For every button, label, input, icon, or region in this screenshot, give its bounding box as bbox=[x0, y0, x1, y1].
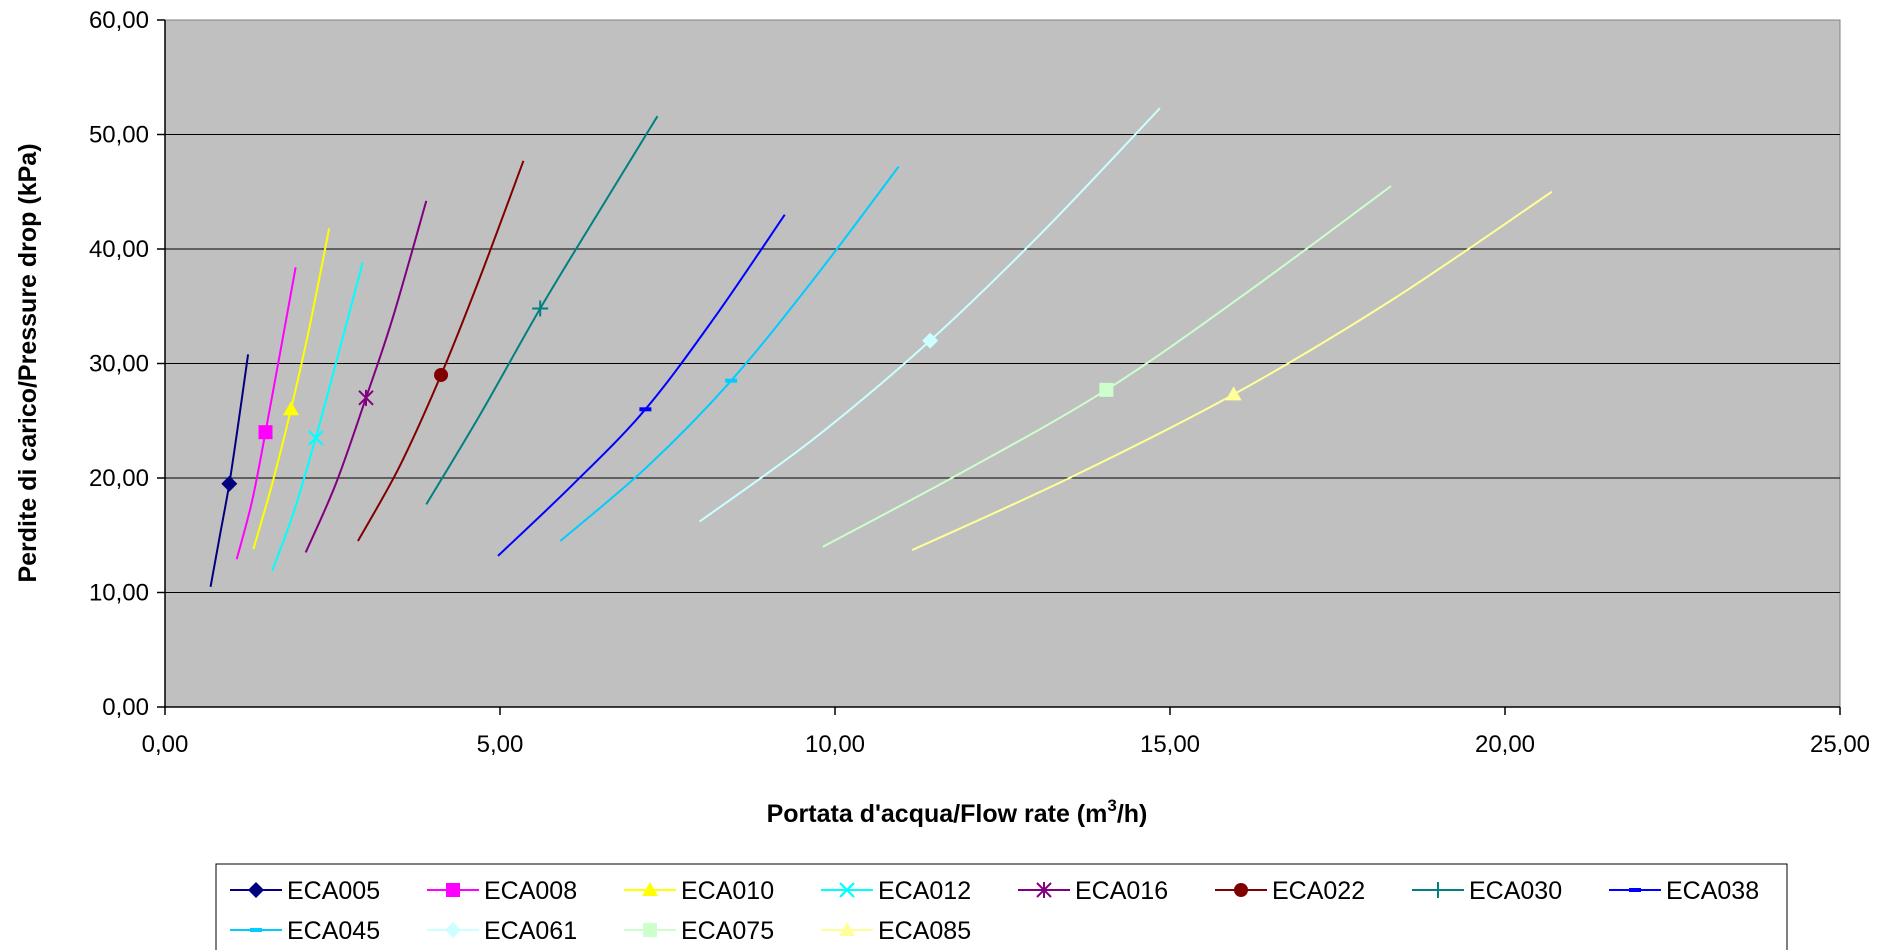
x-tick-label: 5,00 bbox=[477, 731, 524, 758]
legend-box bbox=[215, 863, 1788, 950]
series-eca008 bbox=[235, 267, 297, 560]
series-eca012 bbox=[271, 262, 364, 572]
x-tick-label: 20,00 bbox=[1475, 731, 1535, 758]
legend-label: ECA030 bbox=[1469, 877, 1562, 905]
legend-label: ECA012 bbox=[878, 877, 971, 905]
legend-swatch-marker bbox=[445, 922, 461, 938]
legend-swatch-marker bbox=[1430, 882, 1446, 898]
x-tick-label: 10,00 bbox=[805, 731, 865, 758]
legend-swatch-marker bbox=[1036, 882, 1052, 898]
series-eca085 bbox=[911, 190, 1553, 552]
x-axis-title-main: Portata d'acqua/Flow rate (m bbox=[767, 800, 1108, 828]
legend-label: ECA005 bbox=[287, 877, 380, 905]
series-marker-eca022 bbox=[434, 367, 449, 382]
y-tick-label: 60,00 bbox=[89, 7, 149, 34]
series-eca016 bbox=[304, 200, 428, 553]
series-line-eca016 bbox=[304, 200, 428, 553]
legend-label: ECA010 bbox=[681, 877, 774, 905]
legend-item-eca022: ECA022 bbox=[1215, 877, 1365, 905]
series-eca075 bbox=[822, 185, 1392, 548]
y-tick-label: 0,00 bbox=[102, 694, 149, 721]
legend-swatch-marker bbox=[839, 882, 855, 898]
series-marker-eca016 bbox=[358, 389, 374, 406]
series-eca045 bbox=[559, 165, 900, 542]
series-eca061 bbox=[699, 107, 1161, 523]
legend-swatch-marker bbox=[1629, 888, 1641, 892]
y-tick-label: 50,00 bbox=[89, 122, 149, 149]
series-eca010 bbox=[252, 228, 331, 550]
legend-label: ECA085 bbox=[878, 917, 971, 945]
legend-item-eca016: ECA016 bbox=[1018, 877, 1168, 905]
y-tick-label: 10,00 bbox=[89, 580, 149, 607]
y-tick-label: 40,00 bbox=[89, 236, 149, 263]
x-axis-title-superscript: 3 bbox=[1107, 796, 1116, 815]
y-tick-label: 30,00 bbox=[89, 351, 149, 378]
series-marker-eca085 bbox=[1225, 386, 1242, 401]
legend-swatch-marker bbox=[250, 928, 262, 932]
legend-label: ECA016 bbox=[1075, 877, 1168, 905]
legend-label: ECA061 bbox=[484, 917, 577, 945]
legend-swatch-marker bbox=[248, 882, 264, 898]
legend-swatch-marker bbox=[643, 923, 657, 937]
legend-item-eca045: ECA045 bbox=[230, 917, 380, 945]
y-axis-title: Perdite di carico/Pressure drop (kPa) bbox=[14, 143, 42, 582]
x-axis-title: Portata d'acqua/Flow rate (m3/h) bbox=[767, 796, 1148, 828]
series-layer bbox=[209, 107, 1553, 587]
x-tick-label: 0,00 bbox=[142, 731, 189, 758]
legend-item-eca012: ECA012 bbox=[821, 877, 971, 905]
legend-item-eca010: ECA010 bbox=[624, 877, 774, 905]
legend-label: ECA038 bbox=[1666, 877, 1759, 905]
series-marker-eca061 bbox=[922, 332, 939, 349]
legend-item-eca008: ECA008 bbox=[427, 877, 577, 905]
legend-swatch-marker bbox=[642, 882, 658, 896]
legend-item-eca005: ECA005 bbox=[230, 877, 380, 905]
series-marker-eca008 bbox=[258, 425, 273, 440]
legend-label: ECA045 bbox=[287, 917, 380, 945]
legend-item-eca085: ECA085 bbox=[821, 917, 971, 945]
series-marker-eca005 bbox=[221, 475, 238, 492]
series-eca005 bbox=[209, 354, 250, 587]
x-ticks: 0,00 5,00 10,00 15,00 20,00 25,00 bbox=[142, 707, 1870, 758]
legend: ECA005 ECA008 ECA010 ECA012 ECA016 ECA022 ECA0… bbox=[230, 877, 1759, 945]
legend-item-eca075: ECA075 bbox=[624, 917, 774, 945]
x-tick-label: 15,00 bbox=[1140, 731, 1200, 758]
legend-item-eca061: ECA061 bbox=[427, 917, 577, 945]
legend-swatch-marker bbox=[839, 922, 855, 936]
y-ticks: 0,00 10,00 20,00 30,00 40,00 50,00 60,00 bbox=[89, 7, 165, 721]
series-line-eca012 bbox=[271, 262, 364, 572]
series-eca030 bbox=[425, 115, 659, 505]
legend-swatch-marker bbox=[446, 883, 460, 897]
legend-label: ECA075 bbox=[681, 917, 774, 945]
legend-item-eca038: ECA038 bbox=[1609, 877, 1759, 905]
legend-label: ECA008 bbox=[484, 877, 577, 905]
series-marker-eca010 bbox=[282, 401, 299, 416]
series-marker-eca038 bbox=[639, 407, 652, 412]
x-tick-label: 25,00 bbox=[1810, 731, 1870, 758]
legend-swatch-marker bbox=[1234, 883, 1248, 897]
series-marker-eca030 bbox=[532, 300, 549, 317]
series-eca038 bbox=[497, 214, 786, 557]
legend-label: ECA022 bbox=[1272, 877, 1365, 905]
gridlines bbox=[165, 134, 1840, 593]
series-marker-eca045 bbox=[725, 378, 738, 383]
series-eca022 bbox=[357, 160, 525, 542]
y-tick-label: 20,00 bbox=[89, 465, 149, 492]
series-marker-eca075 bbox=[1099, 382, 1114, 397]
x-axis-title-tail: /h) bbox=[1117, 800, 1148, 828]
legend-item-eca030: ECA030 bbox=[1412, 877, 1562, 905]
series-marker-eca012 bbox=[307, 430, 324, 446]
